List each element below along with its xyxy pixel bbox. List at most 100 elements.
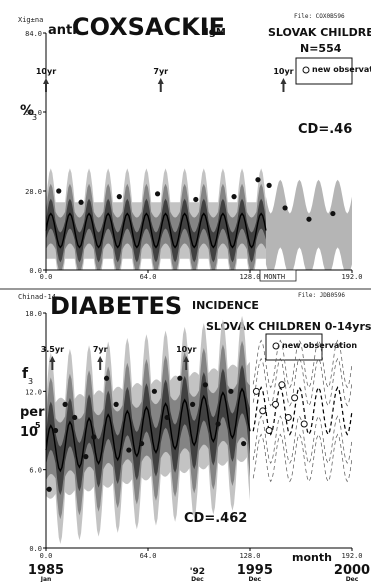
y-axis-label-sub: 3 bbox=[28, 377, 33, 386]
file-label: File: JDB0596 bbox=[298, 292, 345, 299]
y-tick-label: 0.0 bbox=[29, 267, 42, 275]
observation-point bbox=[177, 375, 183, 381]
y-tick-label: 0.0 bbox=[29, 545, 42, 553]
legend-label: new observation bbox=[312, 65, 371, 74]
y-axis-per: per bbox=[20, 405, 45, 420]
month-label: MONTH bbox=[264, 273, 285, 281]
new-observation-point bbox=[265, 427, 273, 434]
observation-point bbox=[56, 188, 62, 194]
x-tick-label: 192.0 bbox=[341, 552, 362, 560]
title-suffix: INCIDENCE bbox=[192, 299, 259, 312]
observation-point bbox=[116, 194, 122, 200]
observation-point bbox=[62, 401, 68, 407]
x-tick-label: 192.0 bbox=[341, 273, 362, 281]
axes: 84.0 56.0 28.0 0.00.0 64.0 128.0 192.0 10yr 7yr 1… bbox=[25, 30, 362, 281]
legend-label-text: new observation bbox=[312, 65, 371, 74]
observation-point bbox=[241, 440, 247, 447]
new-observation-point bbox=[291, 394, 299, 402]
coxsackie-panel: Xig±na anti COXSACKIE IgM File: COX0B596… bbox=[18, 13, 371, 282]
observation-point bbox=[231, 194, 237, 200]
axes: 18.0 12.0 6.0 0.00.0 64.0 128.0 192.0 3.5yr 7yr 1… bbox=[25, 310, 370, 582]
y-tick-label: 56.0 bbox=[25, 109, 42, 117]
arrow-up-icon bbox=[280, 78, 287, 84]
year-label: 2000 bbox=[334, 563, 370, 578]
year-sub-label: Jan bbox=[40, 576, 52, 582]
observation-point bbox=[190, 401, 196, 407]
observation-point bbox=[91, 434, 97, 440]
x-tick-label: 128.0 bbox=[239, 273, 260, 281]
y-tick-label: 28.0 bbox=[25, 188, 42, 196]
year-sub-label: Dec bbox=[248, 576, 261, 582]
diabetes-panel: Chinad-14 DIABETES INCIDENCE File: JDB05… bbox=[18, 292, 371, 582]
new-observation-point bbox=[278, 381, 286, 389]
cd-value: CD=.462 bbox=[184, 511, 247, 526]
observation-point bbox=[202, 382, 208, 388]
x-tick-label: 0.0 bbox=[40, 273, 53, 281]
legend-label: new observation bbox=[282, 341, 357, 350]
period-label: 10yr bbox=[273, 67, 293, 76]
observation-point bbox=[164, 414, 170, 421]
year-sub-label: Dec bbox=[346, 576, 359, 582]
observation-point bbox=[154, 191, 161, 197]
arrow-up-icon bbox=[97, 356, 104, 362]
x-tick-label: 128.0 bbox=[239, 552, 260, 560]
year-sub-label: Dec bbox=[191, 576, 204, 582]
population-label: SLOVAK CHILDREN bbox=[268, 26, 371, 39]
period-label: 10yr bbox=[176, 345, 196, 354]
observation-point bbox=[215, 421, 221, 427]
period-label: 10yr bbox=[36, 67, 56, 76]
y-axis-unit: 10 bbox=[20, 425, 38, 440]
mean-line bbox=[45, 212, 267, 249]
plot-area bbox=[45, 315, 353, 544]
circle-marker-icon bbox=[302, 66, 310, 74]
observation-point bbox=[103, 375, 110, 381]
year-label: 1995 bbox=[237, 563, 273, 578]
x-tick-label: 0.0 bbox=[40, 552, 53, 560]
observation-point bbox=[151, 388, 157, 394]
y-tick-label: 6.0 bbox=[29, 467, 42, 475]
title-prefix: anti bbox=[48, 23, 77, 38]
observation-point bbox=[46, 486, 52, 492]
file-label: File: COX0B596 bbox=[294, 13, 345, 20]
new-observation-point bbox=[252, 387, 260, 395]
population-label: SLOVAK CHILDREN 0-14yrs bbox=[206, 320, 371, 333]
observation-point bbox=[72, 414, 78, 421]
arrow-up-icon bbox=[183, 356, 190, 362]
observation-point bbox=[126, 447, 132, 453]
y-tick-label: 18.0 bbox=[25, 310, 42, 318]
y-axis-label: % bbox=[20, 103, 34, 119]
plot-area bbox=[45, 168, 352, 270]
new-observation-point bbox=[272, 400, 279, 408]
title-suffix: IgM bbox=[205, 27, 226, 38]
observation-point bbox=[282, 205, 288, 211]
observation-point bbox=[113, 401, 119, 407]
observation-point bbox=[193, 196, 199, 203]
observation-point bbox=[52, 427, 59, 434]
confidence-band-2 bbox=[46, 198, 266, 263]
y-axis-label-sub: 3 bbox=[32, 113, 37, 122]
month-box bbox=[259, 269, 297, 282]
legend: new observation bbox=[295, 57, 371, 85]
mean-line bbox=[45, 387, 251, 473]
corner-text: Chinad-14 bbox=[18, 293, 56, 301]
corner-text: Xig±na bbox=[18, 16, 43, 24]
period-label: 7yr bbox=[93, 345, 108, 354]
y-tick-label: 12.0 bbox=[25, 388, 42, 396]
arrow-up-icon bbox=[157, 78, 164, 84]
year-label: 1985 bbox=[28, 563, 64, 578]
x-tick-label: 64.0 bbox=[140, 273, 157, 281]
chart-title: DIABETES bbox=[50, 292, 182, 320]
new-observation-point bbox=[284, 413, 292, 421]
observation-point bbox=[139, 440, 145, 447]
cd-value: CD=.46 bbox=[298, 122, 352, 137]
projection-band bbox=[265, 179, 352, 270]
confidence-band-2 bbox=[46, 364, 250, 495]
observation-point bbox=[306, 216, 312, 222]
year-label: '92 bbox=[190, 567, 205, 577]
circle-marker-icon bbox=[272, 342, 280, 350]
observation-point bbox=[83, 454, 89, 460]
y-axis-label: f bbox=[22, 366, 29, 382]
period-label: 3.5yr bbox=[41, 345, 64, 354]
new-observation-point bbox=[300, 420, 308, 428]
